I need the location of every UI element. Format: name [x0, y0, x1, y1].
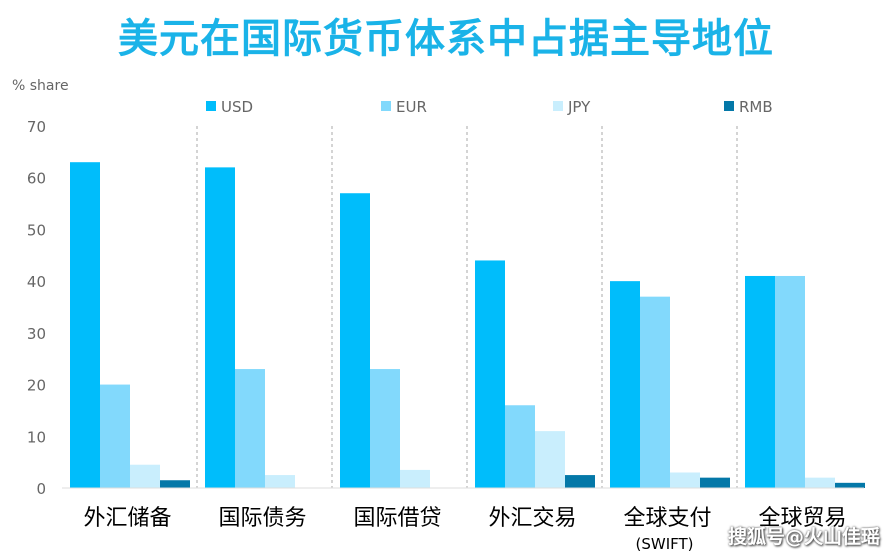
bar-rmb [835, 482, 865, 488]
bar-eur [100, 384, 130, 488]
watermark: 搜狐号@火山佳瑶 [727, 526, 880, 548]
y-tick-label: 20 [27, 377, 46, 395]
bar-rmb [160, 480, 190, 488]
bar-jpy [130, 464, 160, 488]
bar-eur [640, 296, 670, 488]
legend-swatch [553, 101, 563, 111]
bar-jpy [670, 472, 700, 488]
legend-swatch [724, 101, 734, 111]
legend-label: USD [221, 98, 253, 116]
y-tick-label: 0 [36, 480, 46, 498]
y-axis-label: % share [12, 78, 69, 94]
bar-jpy [535, 431, 565, 488]
y-tick-label: 40 [27, 273, 46, 291]
bar-eur [505, 405, 535, 488]
y-tick-label: 30 [27, 325, 46, 343]
bar-usd [475, 260, 505, 488]
x-tick-label: 全球贸易 [758, 506, 846, 531]
x-tick-label: 国际债务 [218, 506, 306, 531]
y-tick-label: 60 [27, 170, 46, 188]
page-title: 美元在国际货币体系中占据主导地位 [118, 16, 774, 62]
bar-jpy [805, 477, 835, 488]
bar-jpy [265, 475, 295, 488]
bar-usd [340, 193, 370, 488]
bar-eur [370, 369, 400, 488]
legend-swatch [206, 101, 216, 111]
y-tick-label: 70 [27, 118, 46, 136]
bar-eur [235, 369, 265, 488]
y-tick-label: 10 [27, 428, 46, 446]
y-tick-label: 50 [27, 221, 46, 239]
x-tick-sublabel: (SWIFT) [635, 535, 693, 553]
legend-label: RMB [739, 98, 773, 116]
x-tick-label: 全球支付 [623, 506, 711, 531]
bar-usd [70, 162, 100, 488]
legend-label: JPY [567, 98, 591, 116]
x-tick-label: 外汇交易 [488, 506, 576, 531]
bar-usd [610, 281, 640, 488]
bar-eur [775, 275, 805, 488]
bar-rmb [700, 477, 730, 488]
x-tick-label: 国际借贷 [353, 506, 441, 531]
legend-label: EUR [396, 98, 427, 116]
bar-rmb [565, 475, 595, 488]
x-tick-label: 外汇储备 [83, 506, 171, 531]
legend-swatch [381, 101, 391, 111]
bar-jpy [400, 469, 430, 488]
bar-usd [745, 275, 775, 488]
bar-usd [205, 167, 235, 488]
